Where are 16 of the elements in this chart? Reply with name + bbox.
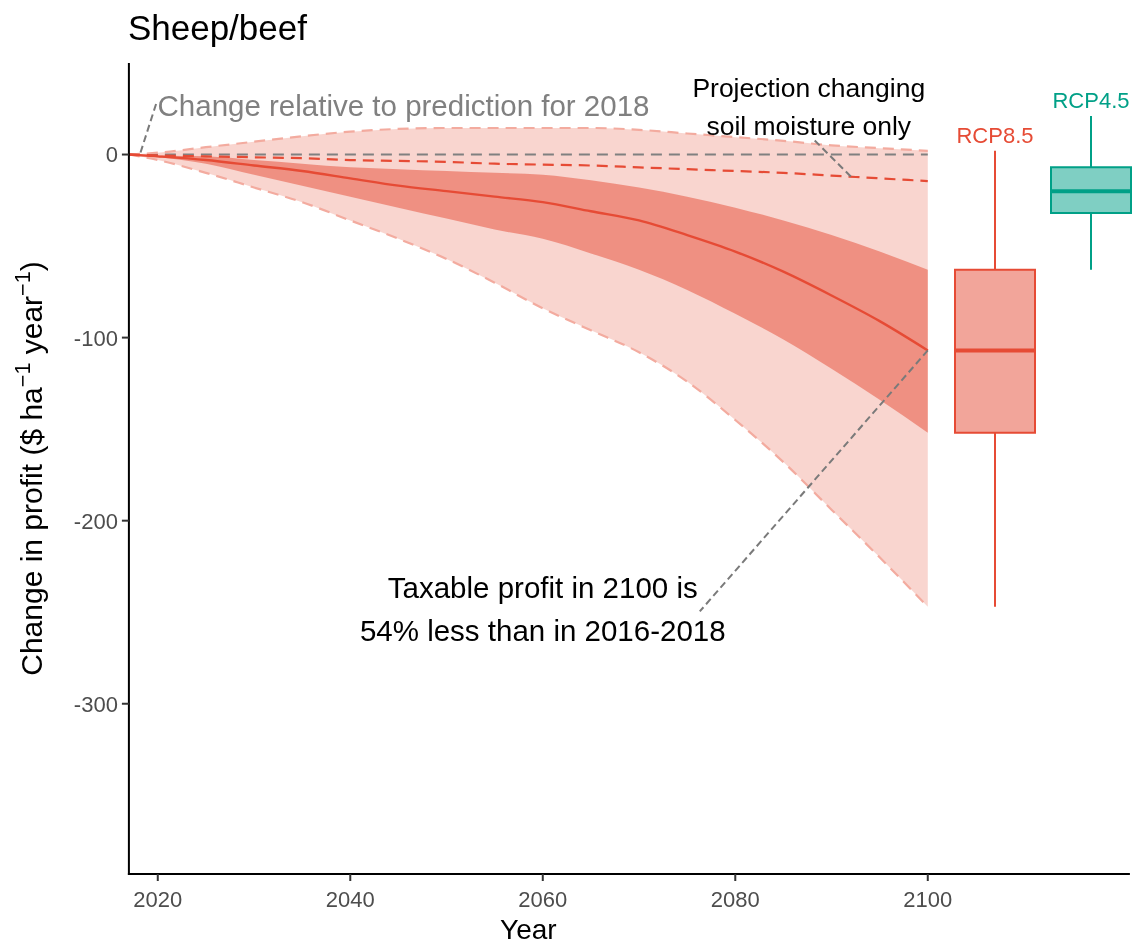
y-tick-label: -100 (73, 325, 118, 351)
annotation: Projection changing soil moisture only (692, 72, 926, 141)
x-tick-label: 2080 (710, 887, 760, 912)
x-tick-label: 2060 (518, 887, 568, 912)
x-tick-label: 2100 (903, 887, 953, 912)
text: RCP4.5 (1052, 88, 1130, 114)
text: RCP8.5 (956, 122, 1034, 148)
x-tick-label: 2020 (133, 887, 183, 912)
y-tick-label: -200 (73, 508, 118, 534)
x-axis-title: Year (500, 914, 557, 944)
annotation: Taxable profit in 2100 is 54% less than in 2016-2018 (359, 571, 726, 648)
annotation: Change relative to prediction for 2018 (157, 88, 650, 122)
chart-title: Sheep/beef (127, 8, 308, 47)
x-tick-label: 2040 (325, 887, 375, 912)
y-tick-label: -300 (73, 691, 118, 717)
y-tick-label: 0 (105, 142, 118, 168)
